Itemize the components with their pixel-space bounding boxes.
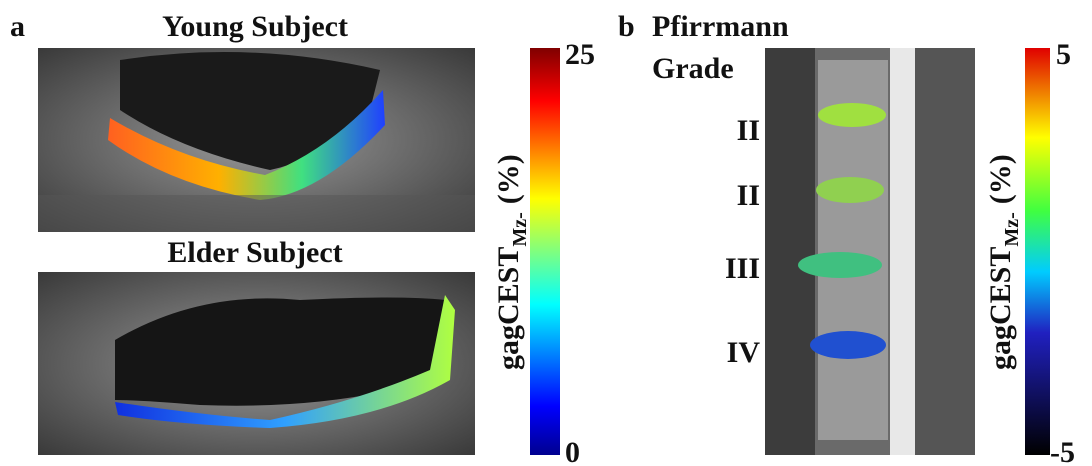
grade-label: IV [727, 336, 761, 369]
grade-label: II [737, 179, 760, 212]
mri-image [765, 48, 975, 455]
colorbar-min: -5 [1050, 436, 1075, 466]
mri-image [38, 48, 475, 232]
colorbar-max: 5 [1056, 38, 1071, 71]
label-main: gagCEST [492, 247, 525, 370]
colorbar [1025, 48, 1050, 455]
colorbar-label: gagCESTMz- (%) [984, 154, 1023, 370]
mri-image [38, 272, 475, 455]
grade-label: II [737, 114, 760, 147]
image-title: Elder Subject [167, 236, 342, 269]
image-title: Young Subject [162, 10, 348, 43]
label-unit: (%) [492, 154, 525, 204]
heading: Grade [652, 52, 734, 85]
colorbar-max: 25 [565, 38, 595, 71]
figure: a Young Subject Elder Subject 25 0 gagCE… [0, 0, 1092, 466]
heading: Pfirrmann [652, 10, 789, 43]
grade-label: III [725, 252, 760, 285]
colorbar-min: 0 [565, 436, 580, 466]
label-sub: Mz- [509, 212, 531, 246]
colorbar-label: gagCESTMz- (%) [492, 154, 531, 370]
panel-label: a [10, 10, 25, 43]
panel-label: b [618, 10, 635, 43]
colorbar [530, 48, 560, 455]
label-unit: (%) [984, 154, 1017, 204]
label-sub: Mz- [1001, 212, 1023, 246]
label-main: gagCEST [984, 247, 1017, 370]
